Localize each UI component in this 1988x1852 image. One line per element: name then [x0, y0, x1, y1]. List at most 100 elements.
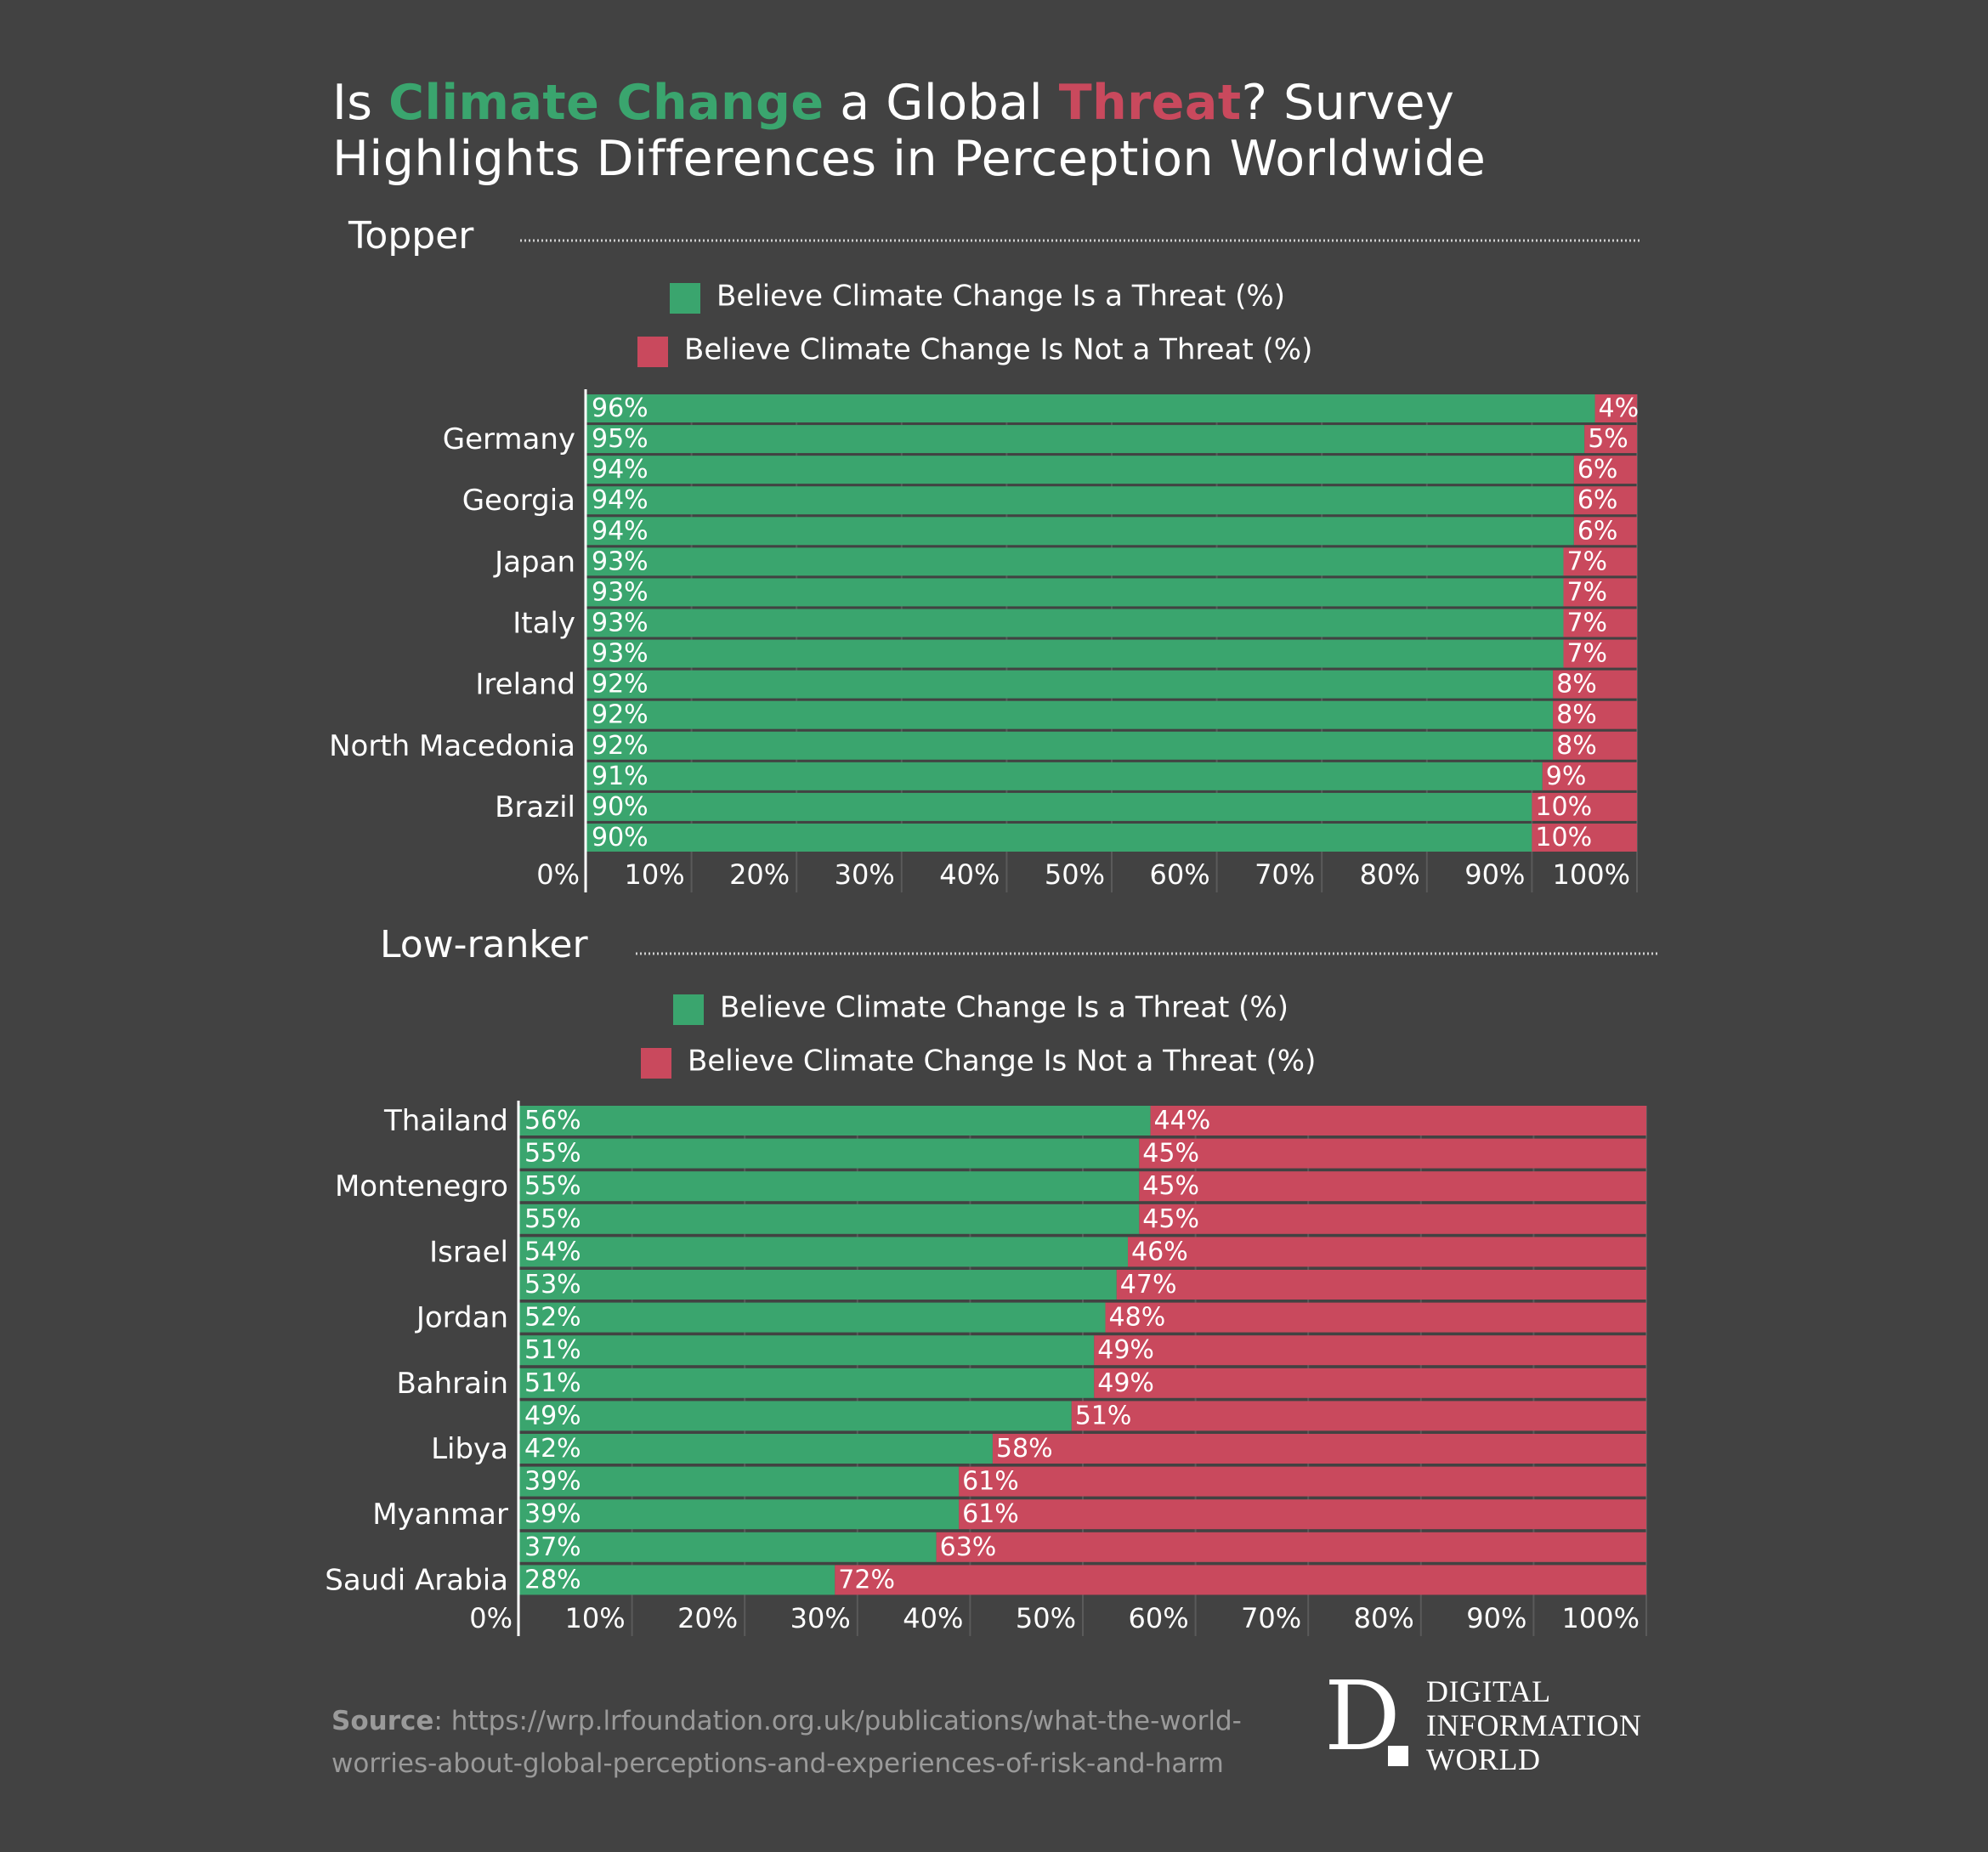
bar-not-threat [1553, 700, 1637, 729]
x-tick-label: 0% [536, 858, 580, 891]
data-label-threat: 94% [592, 516, 649, 546]
x-tick-label: 80% [1360, 858, 1420, 891]
data-label-not-threat: 47% [1120, 1270, 1177, 1300]
bar-not-threat [959, 1466, 1646, 1497]
category-label: Brazil [495, 790, 575, 824]
bar-not-threat [1071, 1401, 1646, 1431]
data-label-not-threat: 8% [1556, 731, 1597, 761]
data-label-threat: 93% [592, 547, 649, 576]
category-label: Italy [513, 606, 575, 640]
bar-threat [519, 1499, 960, 1530]
category-label: Libya [431, 1432, 508, 1466]
logo-letter: D [1324, 1662, 1401, 1772]
data-label-threat: 94% [592, 455, 649, 484]
x-tick-label: 50% [1016, 1602, 1076, 1634]
x-tick-label: 10% [624, 858, 684, 891]
bar-not-threat [1584, 425, 1637, 454]
x-tick-label: 60% [1128, 1602, 1188, 1634]
data-label-not-threat: 44% [1154, 1106, 1211, 1136]
legend-swatch [637, 337, 668, 367]
x-tick-label: 40% [939, 858, 1000, 891]
bar-not-threat [1105, 1302, 1646, 1333]
data-label-threat: 39% [524, 1499, 581, 1529]
data-label-threat: 93% [592, 639, 649, 669]
title-highlight-climate-change: Climate Change [388, 75, 824, 131]
bar-threat [586, 700, 1554, 729]
data-label-not-threat: 72% [838, 1565, 895, 1594]
data-label-threat: 52% [524, 1303, 581, 1333]
data-label-not-threat: 10% [1535, 792, 1592, 822]
data-label-threat: 90% [592, 823, 649, 852]
x-tick-label: 100% [1562, 1602, 1640, 1634]
data-label-threat: 49% [524, 1401, 581, 1430]
data-label-not-threat: 7% [1566, 639, 1607, 669]
data-label-threat: 55% [524, 1139, 581, 1169]
bar-threat [586, 609, 1564, 637]
category-label: North Macedonia [329, 729, 575, 763]
bar-threat [519, 1138, 1140, 1169]
data-label-threat: 96% [592, 394, 649, 423]
x-tick-label: 100% [1553, 858, 1630, 891]
title-part-3: ? Survey Highlights Differences in Perce… [332, 75, 1487, 187]
data-label-not-threat: 51% [1075, 1401, 1132, 1430]
source-url: : https://wrp.lrfoundation.org.uk/public… [331, 1706, 1242, 1779]
data-label-threat: 42% [524, 1434, 581, 1464]
data-label-threat: 91% [592, 762, 649, 791]
data-label-threat: 92% [592, 670, 649, 699]
bar-threat [519, 1335, 1095, 1366]
bar-threat [519, 1302, 1106, 1333]
bar-not-threat [1094, 1368, 1646, 1398]
bar-threat [586, 670, 1554, 699]
bar-not-threat [1553, 731, 1637, 760]
data-label-not-threat: 5% [1588, 424, 1628, 454]
x-tick-label: 0% [469, 1602, 513, 1634]
category-label: Germany [443, 422, 575, 456]
legend-label: Believe Climate Change Is a Threat (%) [716, 280, 1285, 314]
section-title: Topper [348, 214, 474, 258]
data-label-not-threat: 6% [1577, 516, 1618, 546]
source-note: Source: https://wrp.lrfoundation.org.uk/… [331, 1700, 1309, 1785]
bar-not-threat [936, 1532, 1646, 1562]
bar-threat [586, 639, 1564, 668]
data-label-threat: 90% [592, 792, 649, 822]
bar-not-threat [992, 1434, 1646, 1464]
data-label-not-threat: 45% [1142, 1204, 1199, 1234]
bar-not-threat [1563, 639, 1637, 668]
bar-not-threat [1532, 792, 1637, 821]
bar-threat [586, 456, 1574, 484]
bar-not-threat [1139, 1138, 1646, 1169]
x-tick-label: 70% [1255, 858, 1315, 891]
data-label-threat: 92% [592, 700, 649, 730]
low-ranker-panel: Low-ranker Believe Climate Change Is a Th… [325, 923, 1659, 1636]
logo-line-1: DIGITAL [1426, 1674, 1551, 1708]
bar-threat [586, 547, 1564, 576]
bar-not-threat [1573, 517, 1637, 546]
bar-not-threat [1563, 578, 1637, 607]
bar-not-threat [1532, 823, 1637, 852]
data-label-not-threat: 8% [1556, 700, 1597, 730]
data-label-not-threat: 63% [940, 1532, 997, 1562]
bar-not-threat [1139, 1171, 1646, 1202]
data-label-not-threat: 45% [1142, 1171, 1199, 1201]
bar-threat [586, 823, 1532, 852]
bar-threat [519, 1171, 1140, 1202]
x-tick-label: 40% [903, 1602, 963, 1634]
title-highlight-threat: Threat [1058, 75, 1242, 131]
bar-not-threat [1594, 394, 1637, 422]
bar-threat [586, 792, 1532, 821]
data-label-threat: 54% [524, 1237, 581, 1266]
bar-not-threat [1128, 1237, 1646, 1267]
data-label-not-threat: 46% [1131, 1237, 1188, 1266]
x-tick-label: 90% [1466, 1602, 1526, 1634]
data-label-not-threat: 4% [1599, 394, 1640, 423]
data-label-threat: 93% [592, 577, 649, 607]
digital-information-world-logo: D DIGITAL INFORMATION WORLD [1324, 1666, 1664, 1793]
data-label-not-threat: 7% [1566, 608, 1607, 637]
category-label: Jordan [415, 1301, 508, 1335]
bar-not-threat [1563, 609, 1637, 637]
data-label-not-threat: 61% [962, 1467, 1019, 1497]
x-tick-label: 80% [1354, 1602, 1414, 1634]
data-label-threat: 55% [524, 1204, 581, 1234]
bar-not-threat [1573, 456, 1637, 484]
